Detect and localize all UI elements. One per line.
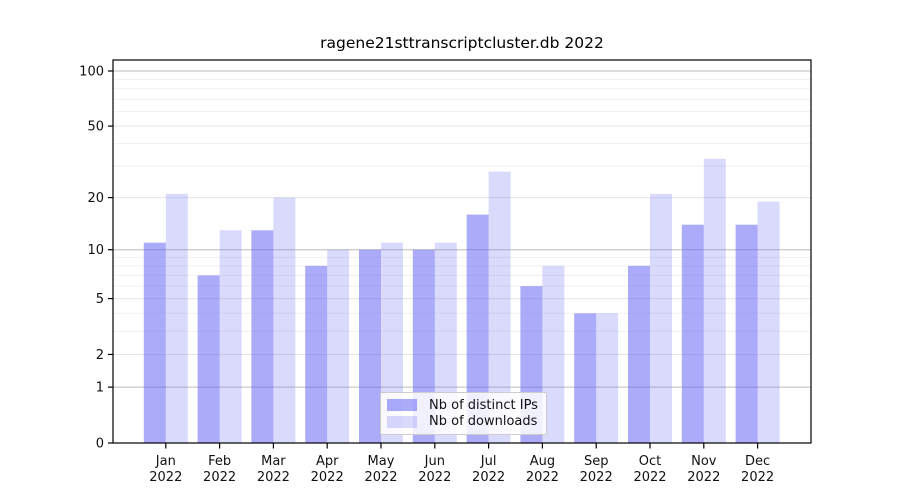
- legend-swatch-downloads-icon: [387, 415, 417, 428]
- x-tick-label-month: Nov: [691, 454, 717, 469]
- bar-distinct-ips-apr: [305, 265, 328, 443]
- x-tick-label-month: Sep: [584, 454, 609, 469]
- x-tick-label-month: Mar: [261, 454, 286, 469]
- x-tick-label-year: 2022: [203, 470, 236, 485]
- x-tick-label-year: 2022: [311, 470, 344, 485]
- bar-distinct-ips-jul: [466, 214, 489, 443]
- bar-distinct-ips-nov: [681, 224, 704, 443]
- legend-label-distinct-ips: Nb of distinct IPs: [429, 397, 538, 413]
- bar-distinct-ips-dec: [735, 224, 758, 443]
- x-tick-label-month: Dec: [745, 454, 770, 469]
- x-tick-label-year: 2022: [257, 470, 290, 485]
- y-tick-label: 50: [87, 120, 104, 135]
- bar-distinct-ips-oct: [628, 265, 650, 443]
- y-tick-label: 20: [87, 191, 104, 206]
- legend-swatch-distinct-ips-icon: [387, 399, 417, 412]
- bar-downloads-jul: [488, 171, 511, 443]
- bar-downloads-apr: [327, 249, 350, 443]
- legend-label-downloads: Nb of downloads: [429, 414, 538, 430]
- chart-title: ragene21sttranscriptcluster.db 2022: [320, 34, 604, 52]
- x-tick-label-month: Apr: [316, 454, 339, 469]
- y-tick-label: 1: [96, 381, 104, 396]
- bar-distinct-ips-mar: [251, 230, 274, 443]
- bar-downloads-oct: [650, 193, 672, 443]
- x-tick-label-year: 2022: [149, 470, 182, 485]
- legend-row-downloads: Nb of downloads: [387, 414, 538, 430]
- x-tick-label-month: Aug: [530, 454, 555, 469]
- legend-box: Nb of distinct IPs Nb of downloads: [380, 392, 547, 435]
- x-tick-label-month: May: [368, 454, 395, 469]
- y-tick-label: 2: [96, 348, 104, 363]
- bar-downloads-dec: [757, 201, 780, 443]
- bar-downloads-sep: [596, 313, 619, 443]
- x-tick-label-year: 2022: [364, 470, 397, 485]
- bar-downloads-aug: [542, 265, 565, 443]
- bar-distinct-ips-may: [359, 249, 381, 443]
- plot-frame: [112, 59, 812, 444]
- x-tick-label-year: 2022: [633, 470, 666, 485]
- x-tick-label-year: 2022: [418, 470, 451, 485]
- x-tick-label-month: Jul: [480, 454, 497, 469]
- x-tick-label-year: 2022: [741, 470, 774, 485]
- x-tick-label-year: 2022: [472, 470, 505, 485]
- x-tick-label-month: Feb: [208, 454, 231, 469]
- bar-downloads-feb: [219, 230, 242, 443]
- y-tick-label: 10: [87, 243, 104, 258]
- bar-distinct-ips-feb: [197, 275, 220, 443]
- x-tick-label-month: Oct: [639, 454, 661, 469]
- legend-row-distinct-ips: Nb of distinct IPs: [387, 397, 538, 413]
- bar-distinct-ips-jan: [143, 242, 166, 443]
- y-tick-label: 100: [79, 65, 104, 80]
- bar-downloads-jan: [165, 193, 188, 443]
- bar-distinct-ips-sep: [574, 313, 597, 443]
- x-tick-label-month: Jun: [424, 454, 445, 469]
- y-tick-label: 5: [96, 292, 104, 307]
- bar-downloads-nov: [703, 158, 726, 443]
- x-tick-label-year: 2022: [687, 470, 720, 485]
- bar-downloads-mar: [273, 197, 296, 443]
- x-tick-label-year: 2022: [580, 470, 613, 485]
- x-tick-label-month: Jan: [155, 454, 176, 469]
- y-tick-label: 0: [96, 437, 104, 452]
- x-tick-label-year: 2022: [526, 470, 559, 485]
